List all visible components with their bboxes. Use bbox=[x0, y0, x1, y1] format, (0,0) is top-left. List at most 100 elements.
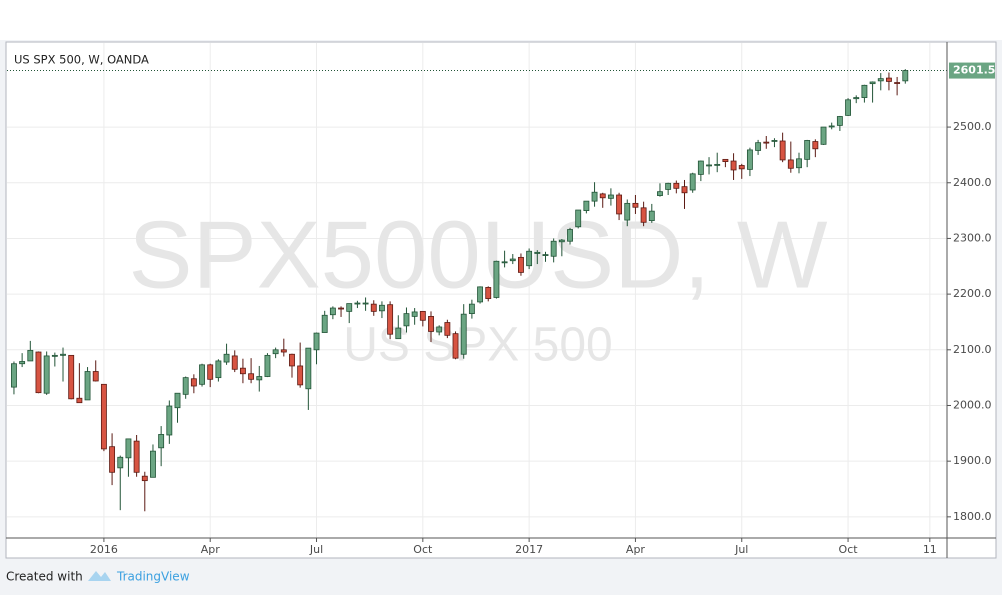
candle-body bbox=[665, 182, 672, 190]
candle-body bbox=[109, 446, 116, 473]
candle-body bbox=[76, 397, 83, 404]
candle-body bbox=[362, 302, 369, 305]
candle-body bbox=[836, 116, 843, 126]
candle-body bbox=[117, 456, 124, 469]
candle-body bbox=[190, 378, 197, 387]
candle-body bbox=[755, 142, 762, 151]
candle-body bbox=[133, 440, 140, 473]
candle-body bbox=[845, 99, 851, 116]
grid bbox=[7, 43, 947, 538]
candle-body bbox=[166, 405, 173, 436]
candle-body bbox=[100, 383, 107, 450]
candle-body bbox=[11, 363, 17, 388]
candle-body bbox=[239, 367, 246, 375]
candle-body bbox=[280, 349, 287, 353]
footer-brand[interactable]: TradingView bbox=[116, 570, 190, 584]
candle-body bbox=[583, 200, 590, 211]
candle-body bbox=[92, 371, 99, 382]
last-price-tag bbox=[949, 62, 995, 79]
candle-body bbox=[787, 159, 794, 169]
candle-body bbox=[632, 202, 639, 208]
candle-body bbox=[248, 373, 255, 380]
top-bar bbox=[0, 0, 1002, 40]
y-tick-label: 2000.0 bbox=[953, 398, 992, 411]
candle-body bbox=[150, 450, 156, 478]
candle-body bbox=[689, 173, 696, 191]
candle-body bbox=[338, 307, 344, 310]
x-tick-label: 2017 bbox=[515, 543, 543, 556]
candle-body bbox=[207, 364, 214, 380]
candle-body bbox=[84, 371, 91, 401]
candle-body bbox=[370, 303, 377, 312]
candle-body bbox=[697, 160, 704, 175]
candle-body bbox=[763, 141, 770, 144]
candle-body bbox=[509, 258, 516, 262]
candle-body bbox=[861, 84, 868, 98]
y-tick-label: 1900.0 bbox=[953, 454, 992, 467]
candle-body bbox=[403, 313, 410, 327]
x-tick-label: 2016 bbox=[90, 543, 118, 556]
tradingview-logo bbox=[88, 571, 111, 581]
candle-body bbox=[329, 307, 336, 316]
candle-body bbox=[542, 254, 549, 256]
candle-body bbox=[428, 315, 434, 332]
candle-body bbox=[877, 78, 884, 82]
candle-body bbox=[419, 310, 426, 321]
y-tick-label: 2200.0 bbox=[953, 287, 992, 300]
candle-body bbox=[231, 355, 238, 370]
candle-body bbox=[305, 347, 312, 390]
candle-body bbox=[379, 304, 385, 312]
candle-body bbox=[812, 141, 819, 150]
candle-body bbox=[354, 302, 361, 305]
candle-body bbox=[526, 250, 533, 267]
candle-body bbox=[395, 327, 402, 340]
candle-body bbox=[68, 354, 75, 400]
x-tick-label: Oct bbox=[413, 543, 433, 556]
candle-body bbox=[648, 210, 655, 222]
candle-body bbox=[411, 311, 418, 317]
candle-body bbox=[624, 202, 631, 221]
x-tick-label: Apr bbox=[626, 543, 646, 556]
footer-text: Created with bbox=[6, 570, 83, 584]
chart-title: US SPX 500, W, OANDA bbox=[14, 53, 149, 67]
candle-body bbox=[575, 209, 582, 228]
candle-body bbox=[477, 286, 484, 303]
candle-body bbox=[869, 81, 876, 85]
candle-body bbox=[828, 125, 835, 128]
candle-body bbox=[804, 140, 811, 160]
candle-body bbox=[616, 194, 623, 215]
candle-body bbox=[657, 191, 663, 196]
candle-body bbox=[820, 126, 827, 145]
candle-body bbox=[182, 377, 189, 395]
x-tick-label: Oct bbox=[839, 543, 859, 556]
candle-body bbox=[313, 332, 320, 351]
candle-body bbox=[125, 438, 132, 459]
candle-body bbox=[19, 361, 26, 365]
candle-body bbox=[387, 304, 394, 335]
candle-body bbox=[141, 475, 148, 482]
candle-body bbox=[493, 260, 500, 298]
candle-body bbox=[746, 149, 753, 170]
candle-body bbox=[796, 158, 802, 169]
candle-body bbox=[599, 193, 606, 199]
candle-body bbox=[264, 354, 271, 377]
candle-body bbox=[297, 365, 304, 386]
last-price-label: 2601.5 bbox=[953, 64, 995, 77]
candle-body bbox=[485, 287, 492, 299]
y-tick-label: 2100.0 bbox=[953, 343, 992, 356]
x-tick-label: Jul bbox=[309, 543, 323, 556]
candle-body bbox=[779, 140, 786, 161]
candle-body bbox=[468, 303, 475, 315]
candle-body bbox=[714, 163, 721, 166]
candle-body bbox=[452, 333, 459, 359]
candle-body bbox=[894, 82, 901, 84]
candle-body bbox=[256, 376, 263, 381]
candle-body bbox=[460, 313, 467, 355]
footer-bg bbox=[0, 560, 1002, 595]
y-tick-label: 2300.0 bbox=[953, 231, 992, 244]
candle-body bbox=[558, 239, 565, 243]
candle-body bbox=[436, 326, 443, 333]
candle-body bbox=[771, 140, 778, 142]
